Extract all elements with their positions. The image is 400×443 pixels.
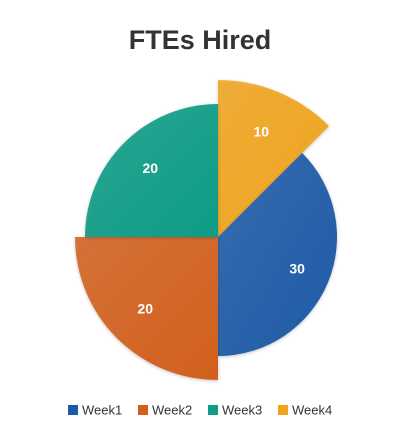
- slice: [218, 152, 338, 356]
- legend-label: Week4: [292, 402, 332, 417]
- legend-swatch: [278, 405, 288, 415]
- legend-swatch: [208, 405, 218, 415]
- legend: Week1 Week2 Week3 Week4: [68, 402, 332, 417]
- legend-label: Week2: [152, 402, 192, 417]
- data-label: 20: [137, 301, 153, 317]
- slice: [218, 80, 330, 237]
- data-label: 10: [253, 123, 269, 139]
- slice: [75, 237, 218, 380]
- legend-swatch: [68, 405, 78, 415]
- slice: [85, 104, 218, 237]
- chart-title: FTEs Hired: [129, 25, 272, 55]
- data-label: 20: [142, 160, 158, 176]
- legend-label: Week1: [82, 402, 122, 417]
- pie: 10 30 20 20: [75, 80, 338, 380]
- legend-label: Week3: [222, 402, 262, 417]
- legend-swatch: [138, 405, 148, 415]
- data-label: 30: [289, 260, 305, 276]
